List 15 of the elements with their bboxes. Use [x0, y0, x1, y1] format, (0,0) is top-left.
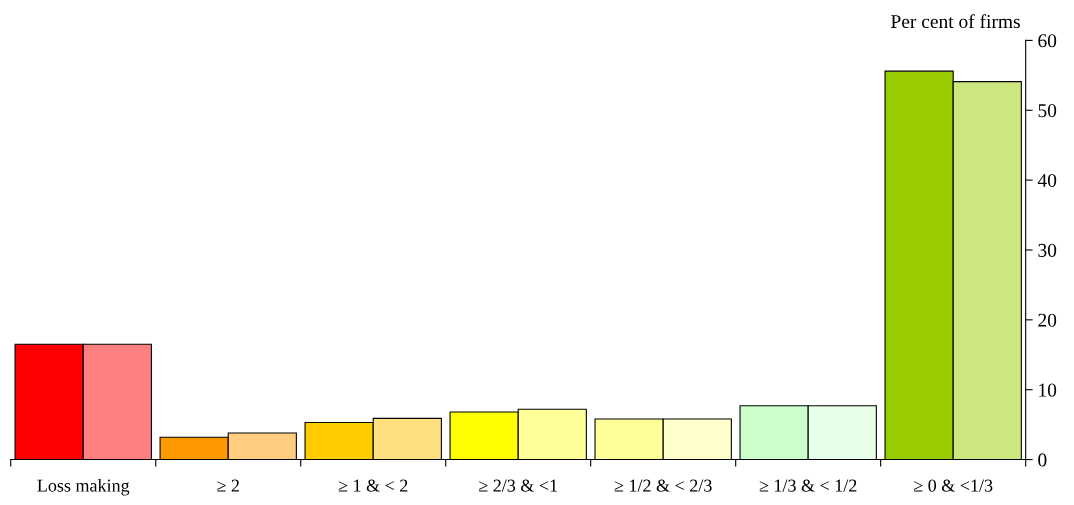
- x-tick-label: ≥ 0 & <1/3: [914, 479, 993, 492]
- y-tick-label: 0: [1038, 453, 1047, 467]
- x-tick-label: ≥ 1 & < 2: [338, 479, 408, 492]
- x-tick-label: ≥ 2: [217, 479, 239, 492]
- y-tick-label: 10: [1039, 383, 1057, 397]
- y-tick-label: 30: [1038, 243, 1057, 257]
- x-tick-label: ≥ 1/2 & < 2/3: [614, 479, 712, 492]
- x-tick-label: ≥ 2/3 & <1: [479, 479, 558, 492]
- y-tick-label: 20: [1038, 313, 1057, 327]
- x-tick-label: ≥ 1/3 & < 1/2: [759, 479, 857, 492]
- y-tick-label: 50: [1038, 104, 1057, 118]
- y-axis-title: Per cent of firms: [891, 14, 1020, 29]
- x-tick-label: Loss making: [37, 478, 130, 496]
- y-tick-label: 40: [1037, 173, 1057, 188]
- y-tick-label: 60: [1038, 34, 1057, 48]
